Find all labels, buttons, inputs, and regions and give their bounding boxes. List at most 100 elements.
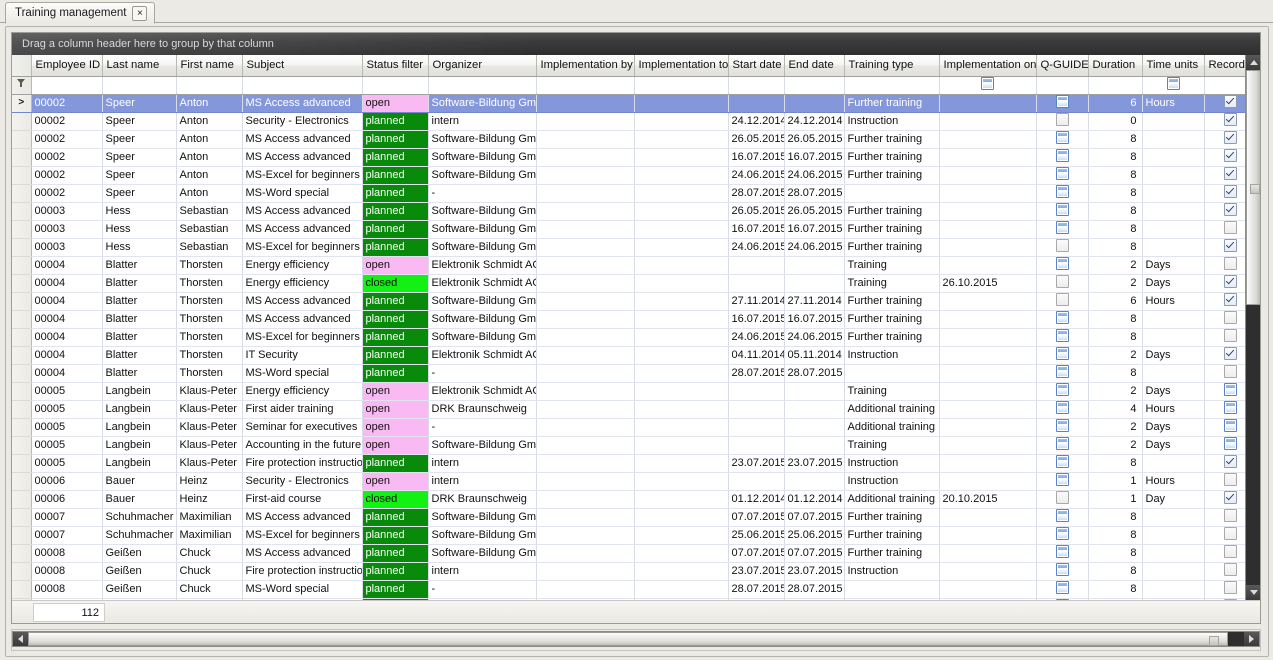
cell-end-date[interactable]: 16.07.2015 (784, 310, 845, 329)
cell-organizer[interactable]: Software-Bildung GmbH (428, 328, 537, 347)
cell-implementation-to[interactable] (634, 508, 729, 527)
cell-implementation-by[interactable] (536, 130, 635, 149)
checkbox-icon[interactable] (1224, 436, 1237, 450)
table-row[interactable]: 00006 Bauer Heinz First-aid course closed DRK… (12, 490, 1260, 509)
filter-cell[interactable] (784, 76, 845, 95)
cell-implementation-to[interactable] (634, 346, 729, 365)
cell-record[interactable] (1204, 220, 1258, 239)
cell-employee-id[interactable]: 00002 (31, 130, 103, 149)
cell-training-type[interactable]: Instruction (844, 454, 940, 473)
cell-q-guide[interactable] (1036, 598, 1089, 600)
cell-duration[interactable]: 1 (1088, 490, 1143, 509)
cell-implementation-by[interactable] (536, 220, 635, 239)
cell-implementation-on[interactable] (939, 346, 1037, 365)
horizontal-scrollbar[interactable] (12, 631, 1260, 647)
cell-employee-id[interactable]: 00006 (31, 472, 103, 491)
cell-time-units[interactable] (1142, 166, 1205, 185)
status-badge[interactable]: planned (362, 544, 429, 563)
checkbox-icon[interactable] (1224, 472, 1237, 486)
cell-time-units[interactable] (1142, 112, 1205, 131)
cell-employee-id[interactable]: 00005 (31, 418, 103, 437)
cell-time-units[interactable]: Days (1142, 346, 1205, 365)
cell-training-type[interactable]: Further training (844, 166, 940, 185)
status-badge[interactable]: open (362, 382, 429, 401)
cell-last-name[interactable]: Schuhmacher (102, 508, 177, 527)
row-indicator[interactable] (12, 436, 32, 455)
cell-implementation-to[interactable] (634, 94, 729, 113)
cell-record[interactable] (1204, 256, 1258, 275)
cell-training-type[interactable]: Instruction (844, 472, 940, 491)
checkbox-icon[interactable] (1224, 418, 1237, 432)
status-badge[interactable]: planned (362, 580, 429, 599)
cell-training-type[interactable] (844, 580, 940, 599)
checkbox-icon[interactable] (1224, 580, 1237, 594)
cell-subject[interactable]: MS Access advanced (242, 148, 363, 167)
cell-training-type[interactable]: Further training (844, 508, 940, 527)
checkbox-icon[interactable] (1055, 130, 1069, 144)
cell-record[interactable] (1204, 418, 1258, 437)
checkbox-icon[interactable] (1055, 166, 1069, 180)
status-badge[interactable]: planned (362, 202, 429, 221)
table-row[interactable]: 00004 Blatter Thorsten Energy efficiency clo… (12, 274, 1260, 293)
cell-implementation-on[interactable] (939, 472, 1037, 491)
cell-q-guide[interactable] (1036, 544, 1089, 563)
cell-first-name[interactable]: Heinz (176, 472, 243, 491)
cell-start-date[interactable]: 24.06.2015 (728, 238, 785, 257)
cell-record[interactable] (1204, 328, 1258, 347)
cell-end-date[interactable] (784, 382, 845, 401)
cell-duration[interactable]: 1 (1088, 472, 1143, 491)
cell-training-type[interactable]: Further training (844, 148, 940, 167)
cell-end-date[interactable]: 26.05.2015 (784, 202, 845, 221)
scroll-up-button[interactable] (1246, 55, 1260, 70)
cell-first-name[interactable]: Sebastian (176, 220, 243, 239)
status-badge[interactable]: planned (362, 346, 429, 365)
cell-first-name[interactable]: Krystof (176, 598, 243, 600)
cell-organizer[interactable]: Software-Bildung GmbH (428, 292, 537, 311)
cell-training-type[interactable]: Instruction (844, 112, 940, 131)
checkbox-icon[interactable] (1055, 472, 1069, 486)
cell-last-name[interactable]: Bauer (102, 472, 177, 491)
cell-last-name[interactable]: Braun (102, 598, 177, 600)
checkbox-icon[interactable] (1224, 166, 1237, 180)
cell-q-guide[interactable] (1036, 148, 1089, 167)
cell-time-units[interactable]: Hours (1142, 472, 1205, 491)
cell-subject[interactable]: MS Access advanced (242, 130, 363, 149)
cell-time-units[interactable] (1142, 220, 1205, 239)
cell-employee-id[interactable]: 00005 (31, 382, 103, 401)
cell-duration[interactable]: 8 (1088, 220, 1143, 239)
cell-training-type[interactable]: Training (844, 382, 940, 401)
filter-row[interactable] (12, 76, 1260, 95)
cell-end-date[interactable] (784, 472, 845, 491)
cell-start-date[interactable]: 26.05.2015 (728, 202, 785, 221)
cell-organizer[interactable]: Elektronik Schmidt AG (428, 274, 537, 293)
cell-first-name[interactable]: Thorsten (176, 346, 243, 365)
row-indicator[interactable] (12, 130, 32, 149)
cell-implementation-by[interactable] (536, 400, 635, 419)
table-row[interactable]: 00005 Langbein Klaus-Peter Seminar for exec… (12, 418, 1260, 437)
cell-organizer[interactable]: DRK Braunschweig (428, 490, 537, 509)
cell-time-units[interactable] (1142, 454, 1205, 473)
cell-employee-id[interactable]: 00002 (31, 184, 103, 203)
cell-first-name[interactable]: Thorsten (176, 292, 243, 311)
checkbox-icon[interactable] (1224, 508, 1237, 522)
cell-implementation-to[interactable] (634, 310, 729, 329)
table-row[interactable]: 00005 Langbein Klaus-Peter First aider trai… (12, 400, 1260, 419)
cell-subject[interactable]: MS-Excel for beginners (242, 328, 363, 347)
cell-implementation-by[interactable] (536, 166, 635, 185)
checkbox-icon[interactable] (1055, 310, 1069, 324)
cell-training-type[interactable]: Training (844, 436, 940, 455)
cell-implementation-on[interactable] (939, 292, 1037, 311)
cell-employee-id[interactable]: 00004 (31, 364, 103, 383)
cell-implementation-on[interactable] (939, 202, 1037, 221)
filter-cell[interactable] (844, 76, 940, 95)
record-count-cell[interactable]: 112 (33, 603, 105, 622)
cell-implementation-to[interactable] (634, 202, 729, 221)
cell-implementation-by[interactable] (536, 238, 635, 257)
cell-last-name[interactable]: Langbein (102, 418, 177, 437)
cell-last-name[interactable]: Geißen (102, 580, 177, 599)
cell-q-guide[interactable] (1036, 256, 1089, 275)
cell-implementation-to[interactable] (634, 526, 729, 545)
cell-organizer[interactable]: - (428, 418, 537, 437)
cell-implementation-to[interactable] (634, 598, 729, 600)
checkbox-icon[interactable] (1055, 508, 1069, 522)
